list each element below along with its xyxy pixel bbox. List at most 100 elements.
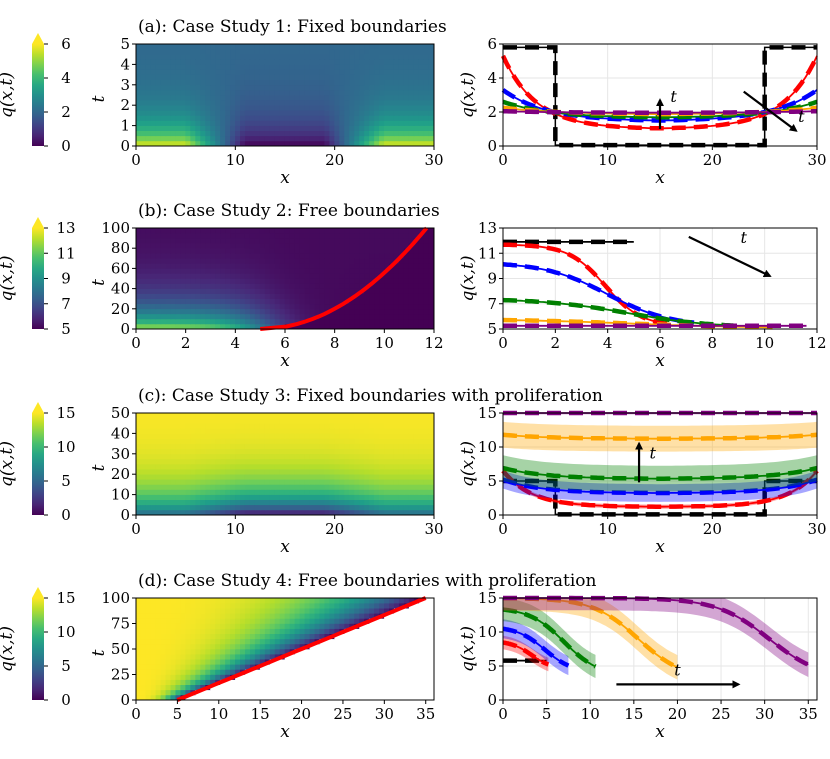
heatmap-cell (175, 679, 181, 685)
heatmap-cell (428, 59, 435, 65)
heatmap-cell (398, 237, 405, 244)
heatmap-cell (324, 252, 330, 259)
heatmap-cell (304, 412, 311, 419)
heatmap-cell (374, 69, 380, 75)
heatmap-cell (349, 323, 355, 330)
heatmap-cell (344, 115, 350, 121)
heatmap-cell (145, 448, 152, 455)
heatmap-cell (259, 504, 266, 511)
heatmap-cell (413, 278, 420, 284)
heatmap-cell (364, 499, 370, 506)
heatmap-cell (170, 237, 177, 244)
heatmap-cell (165, 273, 172, 279)
heatmap-cell (398, 433, 405, 439)
heatmap-cell (289, 125, 296, 131)
heatmap-cell (329, 653, 335, 660)
heatmap-cell (185, 473, 191, 480)
heatmap-cell (220, 53, 226, 60)
heatmap-cell (299, 293, 306, 299)
heatmap-cell (274, 263, 281, 269)
heatmap-cell (220, 653, 226, 660)
heatmap-cell (235, 252, 241, 259)
heatmap-cell (259, 607, 266, 614)
heatmap-cell (155, 669, 162, 675)
heatmap-cell (249, 232, 256, 239)
heatmap-cell (160, 313, 167, 320)
heatmap-cell (289, 613, 296, 619)
heatmap-cell (284, 99, 291, 106)
heatmap-cell (314, 252, 321, 259)
heatmap-cell (279, 669, 286, 675)
y-tick-label: 11 (478, 244, 497, 262)
heatmap-cell (384, 99, 390, 106)
heatmap-cell (175, 283, 181, 289)
heatmap-cell (284, 288, 291, 294)
heatmap-cell (235, 43, 241, 50)
heatmap-cell (135, 237, 142, 244)
heatmap-cell (195, 658, 201, 665)
heatmap-cell (274, 237, 281, 244)
heatmap-cell (165, 59, 172, 65)
heatmap-cell (160, 509, 167, 516)
heatmap-cell (284, 674, 291, 680)
heatmap-cell (423, 417, 430, 424)
heatmap-cell (264, 237, 271, 244)
heatmap-cell (249, 479, 256, 485)
heatmap-cell (259, 679, 266, 685)
heatmap-cell (150, 227, 157, 234)
heatmap-cell (393, 623, 400, 629)
heatmap-cell (329, 43, 335, 50)
heatmap-cell (160, 443, 167, 449)
heatmap-cell (165, 664, 172, 670)
heatmap-cell (274, 443, 281, 449)
heatmap-cell (314, 64, 321, 70)
heatmap-cell (240, 458, 246, 465)
heatmap-cell (413, 89, 420, 96)
heatmap-cell (205, 104, 211, 111)
heatmap-cell (379, 628, 385, 634)
heatmap-cell (195, 99, 201, 106)
heatmap-cell (274, 417, 281, 424)
heatmap-cell (190, 494, 196, 500)
heatmap-cell (324, 89, 330, 96)
heatmap-cell (299, 125, 306, 131)
heatmap-cell (374, 648, 380, 655)
heatmap-cell (279, 643, 286, 650)
heatmap-cell (259, 59, 266, 65)
heatmap-cell (359, 504, 365, 511)
heatmap-cell (190, 618, 196, 624)
heatmap-cell (155, 120, 162, 126)
heatmap-cell (215, 499, 221, 506)
heatmap-cell (304, 613, 311, 619)
heatmap-cell (418, 74, 425, 80)
heatmap-cell (160, 242, 167, 249)
heatmap-cell (244, 293, 251, 299)
heatmap-cell (304, 443, 311, 449)
heatmap-cell (289, 494, 296, 500)
heatmap-cell (200, 84, 206, 91)
heatmap-cell (359, 684, 365, 691)
heatmap-cell (379, 283, 385, 289)
heatmap-cell (294, 258, 301, 264)
heatmap-cell (294, 227, 301, 234)
heatmap-cell (423, 252, 430, 259)
heatmap-cell (418, 443, 425, 449)
heatmap-cell (349, 94, 355, 101)
heatmap-cell (210, 258, 216, 264)
heatmap-cell (428, 120, 435, 126)
series-dashed-t0 (503, 478, 817, 517)
heatmap-cell (389, 664, 395, 670)
heatmap-cell (220, 643, 226, 650)
heatmap-cell (309, 242, 316, 249)
heatmap-cell (329, 458, 335, 465)
heatmap-cell (418, 283, 425, 289)
heatmap-cell (145, 689, 152, 696)
heatmap-cell (215, 104, 221, 111)
heatmap-cell (374, 468, 380, 475)
heatmap-cell (155, 247, 162, 254)
heatmap-cell (274, 684, 281, 691)
heatmap-cell (205, 489, 211, 495)
heatmap-cell (215, 120, 221, 126)
heatmap-cell (165, 428, 172, 434)
heatmap-cell (389, 509, 395, 516)
